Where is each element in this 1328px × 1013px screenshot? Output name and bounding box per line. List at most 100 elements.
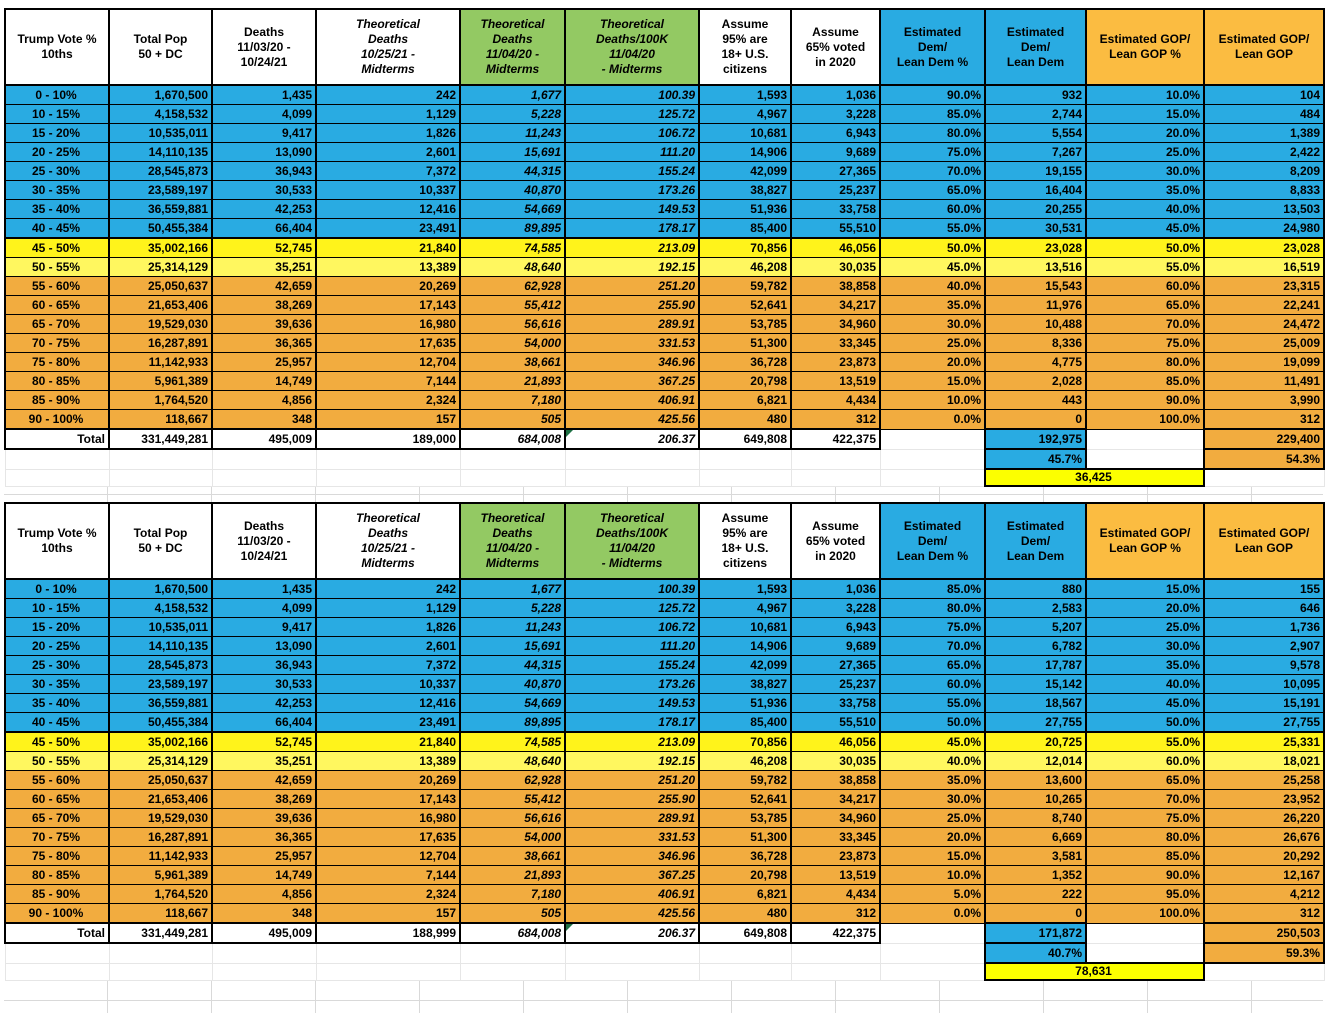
cell[interactable]: 15,191	[1203, 693, 1325, 713]
cell[interactable]: 1,036	[790, 84, 881, 105]
cell[interactable]: 24,472	[1203, 314, 1325, 334]
cell[interactable]: 505	[459, 409, 566, 430]
cell[interactable]: 646	[1203, 598, 1325, 618]
cell[interactable]: 23,873	[790, 352, 881, 372]
col-header-assume-voted[interactable]: Assume 65% voted in 2020	[790, 8, 881, 86]
cell[interactable]: 11,142,933	[108, 352, 213, 372]
cell[interactable]: 30,035	[790, 751, 881, 771]
row-label-cell[interactable]: 60 - 65%	[4, 295, 110, 315]
cell[interactable]: 16,519	[1203, 257, 1325, 277]
cell[interactable]: 6,669	[984, 827, 1087, 847]
cell[interactable]: 10,337	[315, 180, 461, 200]
cell[interactable]: 45.0%	[879, 731, 986, 752]
cell[interactable]: 33,345	[790, 333, 881, 353]
blank-cell[interactable]	[564, 448, 700, 470]
cell[interactable]: 10,535,011	[108, 123, 213, 143]
total-label[interactable]: Total	[4, 922, 110, 944]
cell[interactable]: 312	[790, 409, 881, 430]
row-label-cell[interactable]: 30 - 35%	[4, 674, 110, 694]
cell[interactable]: 4,158,532	[108, 104, 213, 124]
cell[interactable]: 52,745	[211, 731, 317, 752]
cell[interactable]: 649,808	[698, 922, 792, 944]
cell[interactable]: 3,228	[790, 104, 881, 124]
row-label-cell[interactable]: 65 - 70%	[4, 808, 110, 828]
cell[interactable]: 38,269	[211, 295, 317, 315]
cell[interactable]: 35,002,166	[108, 237, 213, 258]
cell[interactable]: 40.0%	[879, 276, 986, 296]
cell[interactable]: 65.0%	[879, 180, 986, 200]
blank-cell[interactable]	[564, 962, 700, 981]
cell[interactable]: 35,002,166	[108, 731, 213, 752]
cell[interactable]: 13,503	[1203, 199, 1325, 219]
cell[interactable]: 23,315	[1203, 276, 1325, 296]
cell[interactable]: 149.53	[564, 199, 700, 219]
blank-cell[interactable]	[459, 468, 566, 487]
col-header-theoretical-deaths-per100k[interactable]: Theoretical Deaths/100K 11/04/20 - Midte…	[564, 8, 700, 86]
cell[interactable]: 5,961,389	[108, 371, 213, 391]
cell[interactable]: 85.0%	[1085, 846, 1205, 866]
dem-share-cell[interactable]: 40.7%	[984, 942, 1087, 964]
cell[interactable]: 55.0%	[1085, 257, 1205, 277]
row-label-cell[interactable]: 50 - 55%	[4, 257, 110, 277]
cell[interactable]: 1,736	[1203, 617, 1325, 637]
blank-cell[interactable]	[879, 428, 986, 450]
cell[interactable]: 346.96	[564, 846, 700, 866]
blank-cell[interactable]	[315, 448, 461, 470]
blank-cell[interactable]	[315, 962, 461, 981]
cell[interactable]: 188,999	[315, 922, 461, 944]
cell[interactable]: 6,943	[790, 617, 881, 637]
cell[interactable]: 35.0%	[1085, 180, 1205, 200]
cell[interactable]: 46,056	[790, 731, 881, 752]
cell[interactable]: 89,895	[459, 712, 566, 733]
cell[interactable]: 480	[698, 903, 792, 924]
cell[interactable]: 85,400	[698, 712, 792, 733]
row-label-cell[interactable]: 30 - 35%	[4, 180, 110, 200]
cell[interactable]: 8,740	[984, 808, 1087, 828]
cell[interactable]: 28,545,873	[108, 655, 213, 675]
cell[interactable]: 55,510	[790, 712, 881, 733]
cell[interactable]: 4,856	[211, 884, 317, 904]
cell[interactable]: 1,677	[459, 578, 566, 599]
cell[interactable]: 25,050,637	[108, 276, 213, 296]
col-header-total-pop[interactable]: Total Pop 50 + DC	[108, 8, 213, 86]
cell[interactable]: 684,008	[459, 922, 566, 944]
cell[interactable]: 20.0%	[879, 352, 986, 372]
cell[interactable]: 33,758	[790, 693, 881, 713]
cell[interactable]: 213.09	[564, 237, 700, 258]
cell[interactable]: 106.72	[564, 617, 700, 637]
cell[interactable]: 35.0%	[1085, 655, 1205, 675]
cell[interactable]: 28,545,873	[108, 161, 213, 181]
cell[interactable]: 157	[315, 409, 461, 430]
cell[interactable]: 22,241	[1203, 295, 1325, 315]
cell[interactable]: 80.0%	[1085, 827, 1205, 847]
cell[interactable]: 484	[1203, 104, 1325, 124]
cell[interactable]: 85.0%	[879, 104, 986, 124]
cell[interactable]: 346.96	[564, 352, 700, 372]
cell[interactable]: 10,337	[315, 674, 461, 694]
cell[interactable]: 15.0%	[1085, 578, 1205, 599]
cell[interactable]: 19,155	[984, 161, 1087, 181]
cell[interactable]: 14,906	[698, 636, 792, 656]
cell[interactable]: 17,635	[315, 333, 461, 353]
cell[interactable]: 20,798	[698, 371, 792, 391]
cell[interactable]: 66,404	[211, 712, 317, 733]
cell[interactable]: 55,412	[459, 789, 566, 809]
gop-share-cell[interactable]: 59.3%	[1203, 942, 1325, 964]
cell[interactable]: 25,237	[790, 674, 881, 694]
cell[interactable]: 1,352	[984, 865, 1087, 885]
cell[interactable]: 932	[984, 84, 1087, 105]
cell[interactable]: 23,028	[1203, 237, 1325, 258]
row-label-cell[interactable]: 75 - 80%	[4, 846, 110, 866]
cell[interactable]: 25.0%	[879, 808, 986, 828]
cell[interactable]: 18,567	[984, 693, 1087, 713]
row-label-cell[interactable]: 35 - 40%	[4, 199, 110, 219]
cell[interactable]: 331.53	[564, 827, 700, 847]
cell[interactable]: 60.0%	[879, 199, 986, 219]
cell[interactable]: 251.20	[564, 770, 700, 790]
cell[interactable]: 8,833	[1203, 180, 1325, 200]
cell[interactable]: 30,531	[984, 218, 1087, 239]
cell[interactable]: 4,434	[790, 884, 881, 904]
cell[interactable]: 4,967	[698, 598, 792, 618]
blank-cell[interactable]	[108, 448, 213, 470]
cell[interactable]: 46,056	[790, 237, 881, 258]
